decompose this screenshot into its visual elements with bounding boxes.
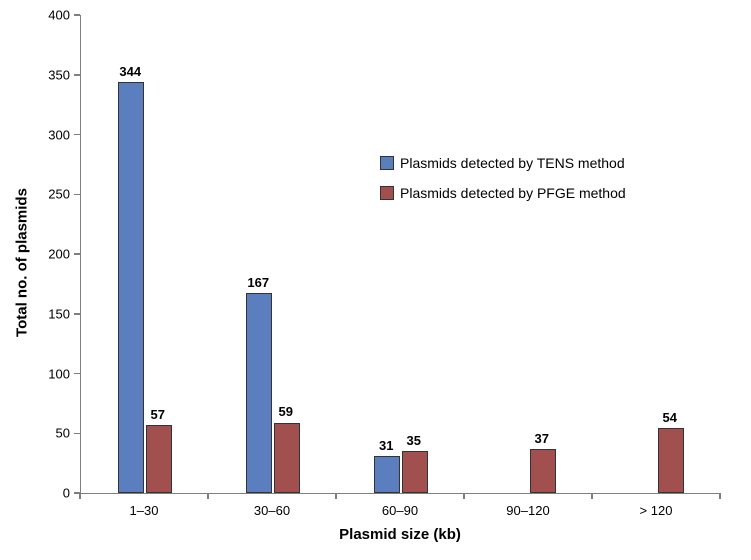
y-axis-title: Total no. of plasmids (14, 188, 31, 337)
bar-value-label: 31 (379, 438, 393, 453)
bar (402, 451, 428, 493)
x-tick-mark (719, 493, 721, 499)
x-tick-mark (207, 493, 209, 499)
y-tick-mark (74, 433, 80, 435)
plasmid-bar-chart: Total no. of plasmids Plasmid size (kb) … (0, 0, 751, 560)
legend-label: Plasmids detected by TENS method (400, 155, 625, 171)
y-tick-mark (74, 253, 80, 255)
x-tick-mark (79, 493, 81, 499)
bar (530, 449, 556, 493)
y-tick-mark (74, 134, 80, 136)
x-tick-label: 1–30 (130, 503, 159, 518)
y-tick-label: 50 (56, 426, 70, 441)
x-tick-label: 30–60 (254, 503, 290, 518)
bar (146, 425, 172, 493)
bar-value-label: 167 (247, 275, 269, 290)
legend-item: Plasmids detected by PFGE method (380, 185, 626, 201)
y-tick-mark (74, 313, 80, 315)
bar-value-label: 57 (151, 407, 165, 422)
bar (246, 293, 272, 493)
legend-label: Plasmids detected by PFGE method (400, 185, 626, 201)
bar-value-label: 37 (535, 431, 549, 446)
bar (658, 428, 684, 493)
legend: Plasmids detected by TENS method Plasmids… (380, 155, 626, 201)
legend-item: Plasmids detected by TENS method (380, 155, 626, 171)
y-tick-mark (74, 14, 80, 16)
legend-swatch (380, 186, 394, 200)
x-axis-title: Plasmid size (kb) (80, 526, 720, 543)
bar (374, 456, 400, 493)
y-tick-label: 300 (48, 127, 70, 142)
x-tick-mark (335, 493, 337, 499)
x-tick-label: 90–120 (506, 503, 549, 518)
y-tick-label: 0 (63, 486, 70, 501)
bar-value-label: 54 (663, 410, 677, 425)
y-tick-label: 100 (48, 366, 70, 381)
y-tick-label: 150 (48, 306, 70, 321)
bar-value-label: 344 (119, 64, 141, 79)
y-tick-mark (74, 194, 80, 196)
y-tick-mark (74, 74, 80, 76)
x-tick-mark (591, 493, 593, 499)
x-tick-label: 60–90 (382, 503, 418, 518)
bar-value-label: 35 (407, 433, 421, 448)
x-tick-label: > 120 (640, 503, 673, 518)
bar-value-label: 59 (279, 404, 293, 419)
bar (274, 423, 300, 494)
y-tick-label: 200 (48, 247, 70, 262)
y-tick-label: 250 (48, 187, 70, 202)
x-tick-mark (463, 493, 465, 499)
y-tick-label: 350 (48, 67, 70, 82)
legend-swatch (380, 156, 394, 170)
y-tick-label: 400 (48, 8, 70, 23)
bar (118, 82, 144, 493)
plot-area (80, 15, 721, 494)
y-tick-mark (74, 373, 80, 375)
